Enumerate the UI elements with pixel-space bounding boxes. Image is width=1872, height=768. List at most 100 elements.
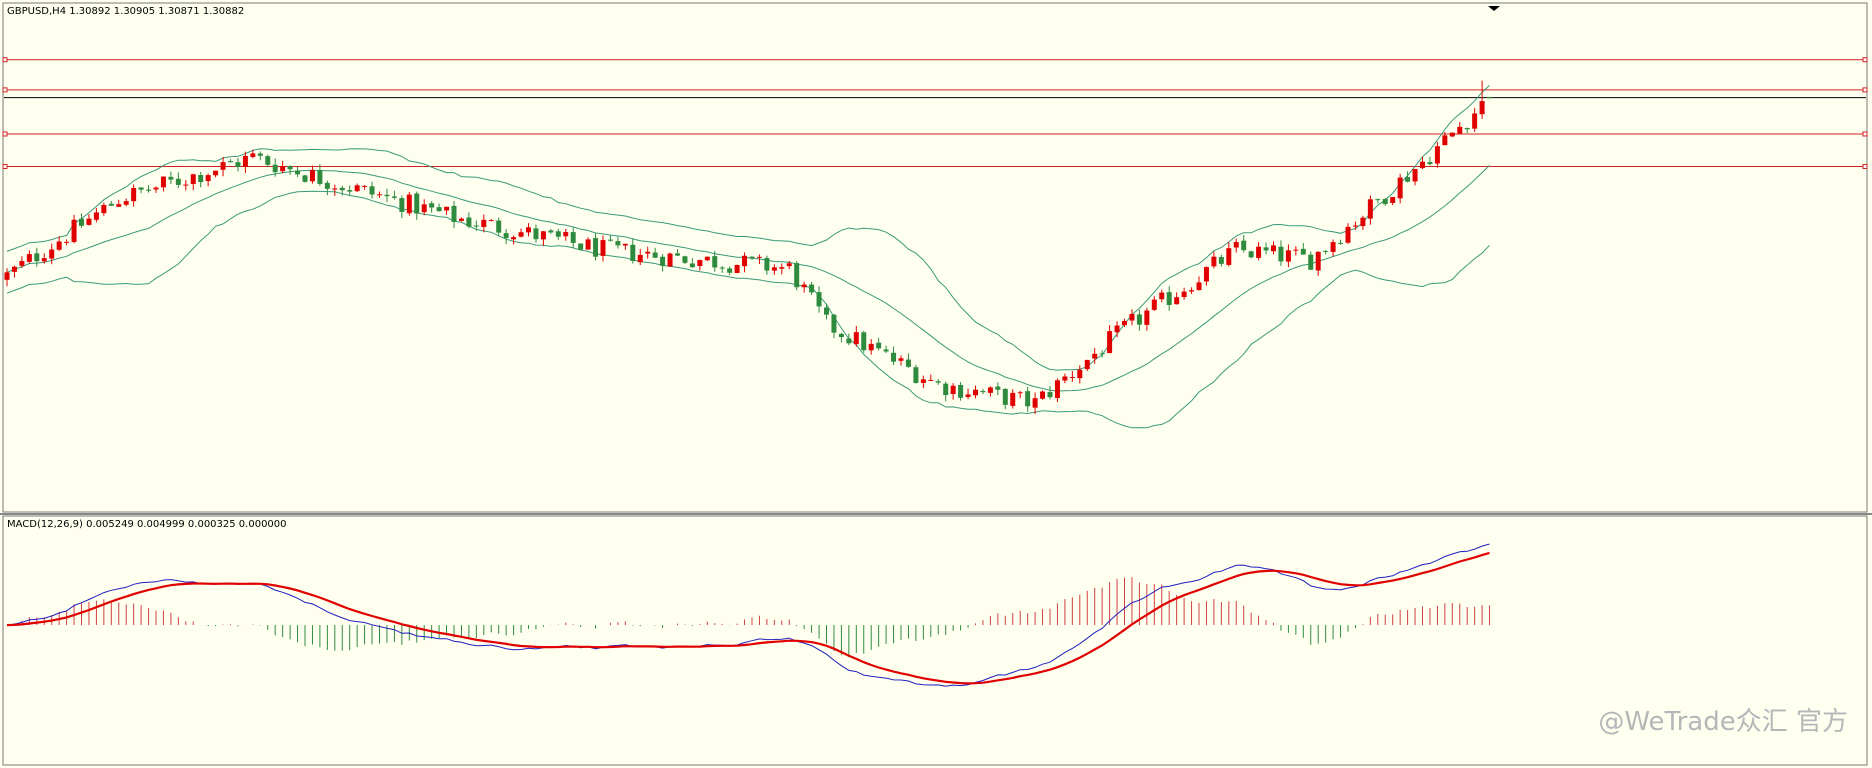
candle-body [622,243,628,246]
candle-body [1390,197,1396,204]
candle [652,247,658,259]
candle-body [1040,391,1046,399]
candle-body [637,254,643,263]
candle-body [1017,392,1023,394]
candle-body [503,233,509,239]
candle-body [585,239,591,250]
candle-body [339,187,345,191]
candle [198,172,204,188]
candle-body [540,231,546,240]
candle-body [950,385,956,394]
candle [131,184,137,207]
candle [786,260,792,270]
candle-body [1047,391,1053,398]
bollinger-bands [6,85,1490,429]
candle-body [41,258,47,262]
candle-body [1025,391,1031,407]
candle-body [958,384,964,398]
candle-body [1211,256,1217,267]
shift-marker-icon[interactable] [1488,6,1500,11]
candle-body [555,231,561,237]
candle [682,255,688,265]
candle [980,388,986,395]
candle [280,160,286,174]
candle-body [116,204,122,207]
candle-body [928,379,934,381]
candle-body [1412,169,1418,182]
candle [123,198,129,207]
candle [406,191,412,216]
candle [734,264,740,274]
candle [1129,309,1135,326]
candle-body [973,389,978,396]
candle [816,286,822,313]
candle [570,227,576,248]
candle-body [1472,113,1478,129]
candle-body [295,170,301,175]
candle [183,180,189,191]
candle-body [667,253,673,267]
candle-body [824,307,829,315]
candle-body [734,265,740,273]
candle [689,257,695,268]
candle [1017,390,1023,399]
candle [1122,318,1127,328]
candle-body [1166,292,1172,305]
candle-body [213,170,219,176]
candle-body [64,241,70,243]
candle [265,154,271,168]
candle [1189,287,1195,294]
candle [1420,156,1425,169]
candle-body [1278,246,1284,262]
price-panel-header: GBPUSD,H4 1.30892 1.30905 1.30871 1.3088… [7,6,244,17]
candle-body [1248,251,1254,258]
candle [1352,221,1358,230]
candle [1263,242,1269,255]
candle [1054,378,1060,403]
candle-body [1062,376,1068,381]
candle [168,171,174,185]
candle [593,232,599,261]
candle-body [727,268,733,273]
level-handle-left-4 [2,163,8,169]
candle [1397,173,1403,204]
candle-body [160,176,166,188]
candle-body [451,205,457,222]
candle [1062,373,1068,384]
candle [1442,132,1448,146]
candle [667,252,673,268]
candle [1345,223,1351,244]
candle [660,254,666,272]
candle [332,184,338,196]
candle [920,375,926,389]
candle-body [511,237,517,240]
candle [771,264,777,275]
candle [1144,307,1150,331]
candle [458,217,464,222]
candle [1308,251,1314,270]
candle-body [93,212,99,220]
candle-body [1487,97,1493,99]
candle [987,386,993,397]
watermark: @WeTrade众汇 官方 [1598,707,1848,737]
candle-body [1449,132,1455,137]
candle [1472,107,1478,132]
candle [1159,289,1165,303]
candle-body [943,383,949,396]
candle-body [905,359,911,367]
candle [719,266,725,273]
candle-body [831,314,837,333]
candle [809,282,815,296]
candle [26,250,32,264]
candle [756,254,762,264]
candle-body [198,174,204,183]
candle-body [287,166,293,170]
candle [1218,254,1224,267]
candle [213,170,219,178]
candle [563,228,569,241]
candle-body [190,174,196,185]
candle [637,248,643,266]
macd-lines [6,543,1490,687]
candle [727,266,733,276]
candle [429,201,435,213]
